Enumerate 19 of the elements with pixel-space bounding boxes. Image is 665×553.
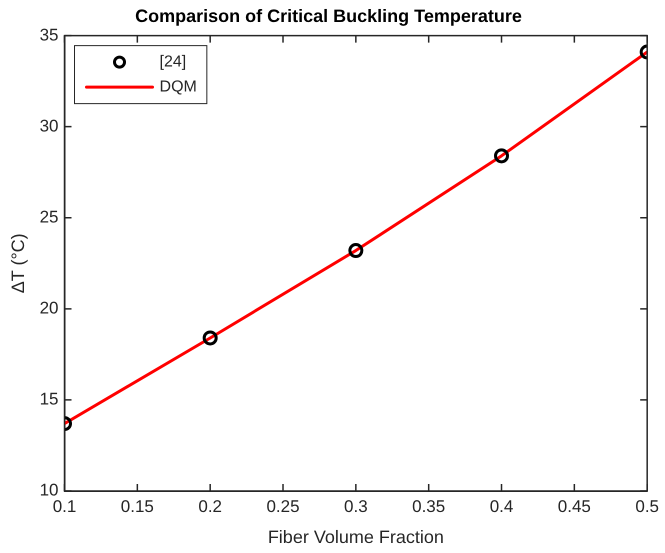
point xyxy=(348,243,364,258)
y-tick-label: 15 xyxy=(40,390,59,409)
x-tick-label: 0.4 xyxy=(490,496,514,516)
chart-title: Comparison of Critical Buckling Temperature xyxy=(135,6,522,26)
legend-label: [24] xyxy=(160,54,186,71)
y-tick-label: 20 xyxy=(40,298,59,318)
x-tick-label: 0.45 xyxy=(558,496,591,516)
x-axis-title: Fiber Volume Fraction xyxy=(268,527,444,548)
x-tick-label: 0.35 xyxy=(412,496,446,516)
y-tick-label: 30 xyxy=(40,116,59,136)
y-axis-title: ΔT (°C) xyxy=(8,233,28,294)
x-tick-label: 0.3 xyxy=(344,496,368,516)
x-tick-label: 0.25 xyxy=(266,496,300,516)
y-tick-label: 25 xyxy=(40,207,59,226)
x-tick-label: 0.2 xyxy=(198,496,222,516)
x-tick-label: 0.15 xyxy=(120,496,154,516)
legend-label: DQM xyxy=(160,78,197,96)
y-tick-label: 35 xyxy=(40,25,59,44)
x-tick-label: 0.5 xyxy=(635,496,660,516)
